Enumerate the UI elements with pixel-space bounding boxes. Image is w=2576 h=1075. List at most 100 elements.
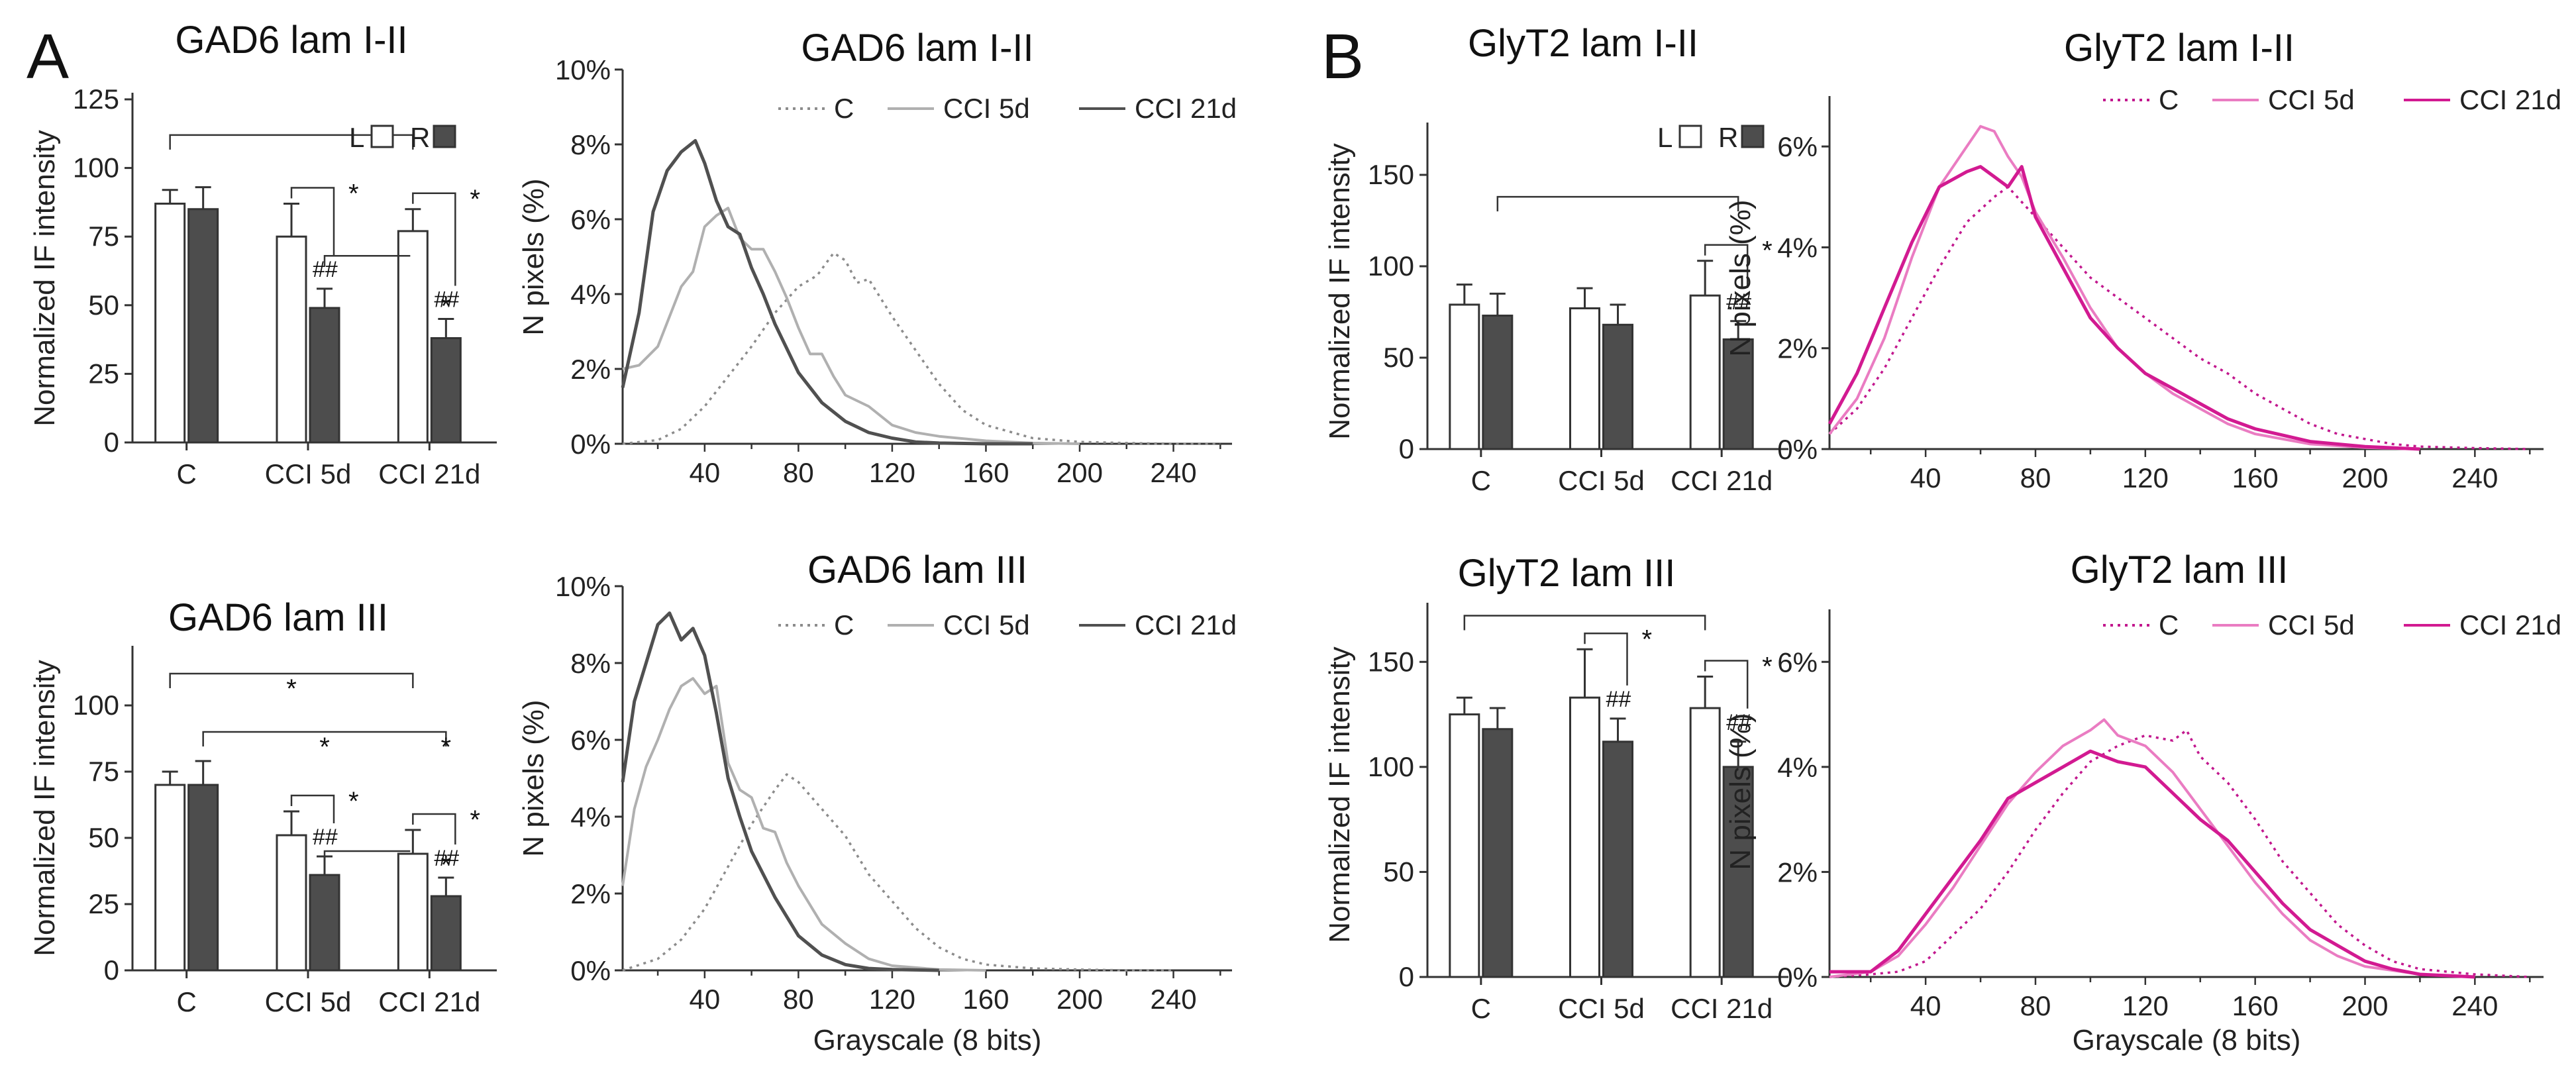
significance-star: * <box>470 185 480 214</box>
x-tick-label: 160 <box>2232 990 2279 1021</box>
x-tick-label: CCI 21d <box>1671 993 1773 1024</box>
y-tick-label: 0% <box>570 429 611 460</box>
series-line-cci-5d <box>1829 718 2475 978</box>
y-axis-label: N pixels (%) <box>517 699 550 856</box>
y-tick-label: 50 <box>1383 856 1414 887</box>
histogram-glyt2-lam-iii: GlyT2 lam III N pixels (%) Grayscale (8 bi… <box>1724 548 2561 1056</box>
legend-swatch-l <box>370 125 394 148</box>
bar-r-c <box>1482 315 1514 450</box>
legend-label-cci-5d: CCI 5d <box>943 93 1030 124</box>
chart-title: GlyT2 lam III <box>1458 552 1676 595</box>
series-line-c <box>622 252 1221 445</box>
x-tick-label: CCI 21d <box>378 986 480 1017</box>
x-tick-label: 160 <box>962 457 1009 488</box>
y-tick-label: 0 <box>1399 433 1414 464</box>
y-axis-label: Normalized IF intensity <box>1323 646 1356 943</box>
y-tick-label: 2% <box>1777 856 1818 888</box>
bar-r-cci-21d <box>430 895 462 972</box>
legend-label-c: C <box>834 609 854 640</box>
y-tick-label: 50 <box>88 289 119 321</box>
x-tick-label: 80 <box>783 984 814 1015</box>
x-tick-label: CCI 5d <box>265 458 352 489</box>
chart-title: GlyT2 lam III <box>2071 548 2289 591</box>
x-tick-label: 40 <box>1910 990 1941 1021</box>
legend-label-r: R <box>410 122 430 153</box>
series-line-cci-5d <box>622 207 1080 445</box>
x-tick-label: 200 <box>1056 984 1103 1015</box>
significance-hash: ## <box>434 287 459 313</box>
x-tick-label: 80 <box>2020 462 2051 493</box>
bar-r-c <box>187 784 219 972</box>
x-tick-label: 240 <box>2451 990 2498 1021</box>
significance-star: * <box>441 850 452 880</box>
chart-title: GlyT2 lam I-II <box>1468 22 1698 65</box>
chart-title: GlyT2 lam I-II <box>2064 26 2294 70</box>
bar-l-c <box>154 784 186 972</box>
x-tick-label: CCI 5d <box>1558 465 1645 496</box>
x-tick-label: C <box>176 986 196 1017</box>
legend-label-cci-5d: CCI 5d <box>2268 609 2355 640</box>
bar-r-cci-21d <box>1722 338 1754 450</box>
pair-bracket <box>1584 633 1628 686</box>
y-axis-label: Normalized IF intensity <box>28 660 61 956</box>
significance-hash: ## <box>1726 289 1751 315</box>
histogram-glyt2-lam-i-ii: GlyT2 lam I-II N pixels (%) 0% 2% 4% 6% 40 80 12… <box>1724 26 2561 493</box>
x-tick-label: 120 <box>869 457 915 488</box>
series-line-c <box>622 773 1174 972</box>
y-tick-label: 2% <box>570 878 611 909</box>
x-tick-label: 120 <box>2122 990 2169 1021</box>
legend-label-cci-21d: CCI 21d <box>1135 609 1237 640</box>
significance-hash: ## <box>1726 710 1751 735</box>
y-tick-label: 6% <box>570 204 611 235</box>
pair-bracket <box>1704 244 1749 288</box>
significance-star: * <box>1762 652 1773 681</box>
series-line-c <box>1828 185 2530 450</box>
significance-hash: ## <box>1606 687 1631 712</box>
pair-bracket <box>290 794 335 823</box>
x-axis-label: Grayscale (8 bits) <box>2073 1024 2301 1056</box>
y-tick-label: 0 <box>104 427 119 458</box>
pair-bracket <box>412 192 456 286</box>
bar-l-cci-21d <box>397 230 429 444</box>
significance-star: * <box>1642 625 1653 654</box>
y-axis-label: N pixels (%) <box>1724 713 1757 870</box>
series-line-cci-5d <box>621 677 986 972</box>
y-axis-label: Normalized IF intensity <box>28 130 61 426</box>
y-tick-label: 8% <box>570 648 611 679</box>
x-tick-label: 240 <box>2451 462 2498 493</box>
legend-label-c: C <box>2159 84 2179 115</box>
bar-l-c <box>1449 713 1480 978</box>
x-tick-label: CCI 21d <box>1671 465 1773 496</box>
significance-hash: ## <box>313 825 338 850</box>
legend-label-l: L <box>349 122 364 153</box>
bar-chart-glyt2-lam-iii: GlyT2 lam III Normalized IF intensity 0 50 1… <box>1323 552 1788 1024</box>
x-tick-label: 40 <box>689 457 720 488</box>
chart-title: GAD6 lam III <box>807 548 1027 591</box>
pair-bracket <box>290 187 335 256</box>
y-axis-label: Normalized IF intensity <box>1323 143 1356 439</box>
series-line-cci-21d <box>621 611 939 972</box>
y-tick-label: 8% <box>570 129 611 160</box>
legend-label-c: C <box>2159 609 2179 640</box>
y-tick-label: 10% <box>555 571 611 602</box>
bar-chart-gad6-lam-iii: GAD6 lam III Normalized IF intensity 0 25 50… <box>28 596 497 1017</box>
significance-bracket <box>1496 195 1739 212</box>
panel-label-b: B <box>1321 21 1364 92</box>
bar-r-c <box>1482 728 1514 978</box>
bar-r-cci-21d <box>1722 766 1754 978</box>
y-tick-label: 2% <box>570 354 611 385</box>
pair-bracket <box>412 813 456 845</box>
bar-l-cci-21d <box>1689 294 1721 450</box>
y-tick-label: 50 <box>1383 342 1414 373</box>
legend-label-cci-21d: CCI 21d <box>2459 609 2561 640</box>
x-tick-label: 40 <box>1910 462 1941 493</box>
y-tick-label: 50 <box>88 822 119 853</box>
x-tick-label: CCI 5d <box>1558 993 1645 1024</box>
y-tick-label: 6% <box>1777 646 1818 678</box>
bar-l-c <box>154 202 186 444</box>
significance-star: * <box>441 733 452 762</box>
legend-swatch-r <box>1741 125 1765 148</box>
significance-hash: ## <box>434 846 459 871</box>
x-tick-label: 200 <box>2342 462 2388 493</box>
